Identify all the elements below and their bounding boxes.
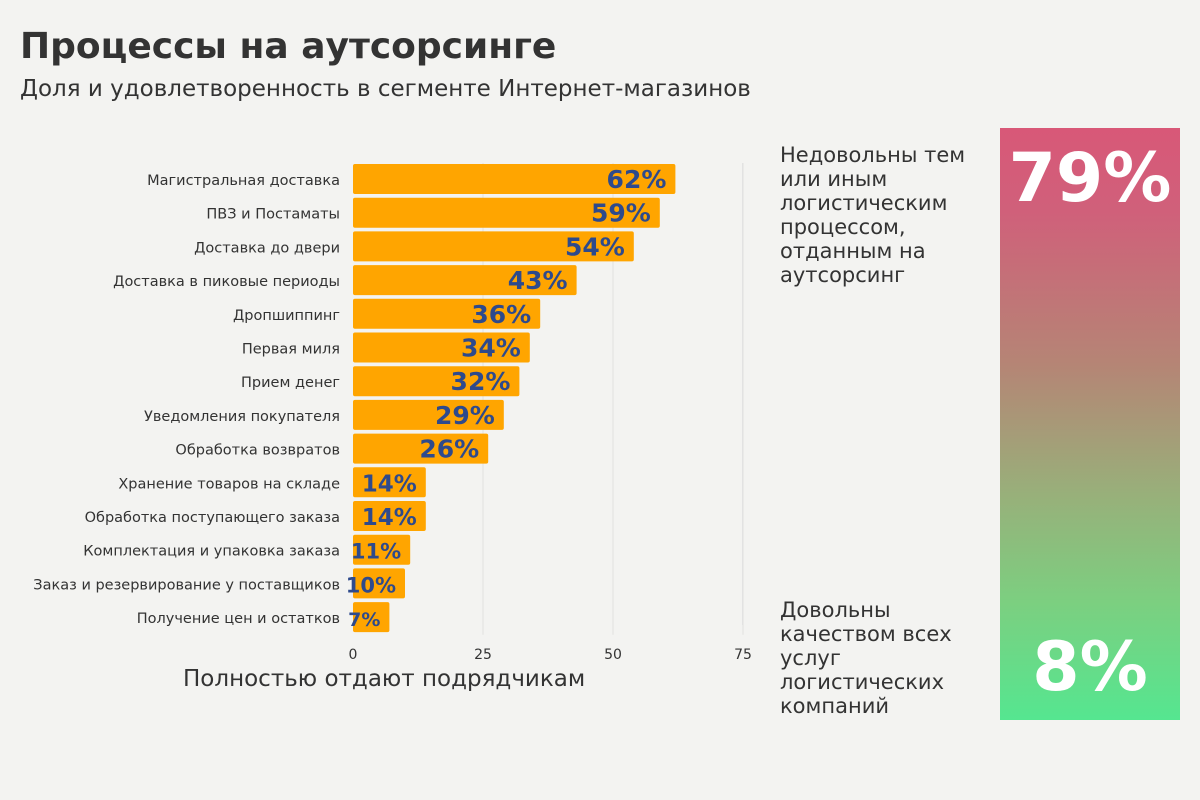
category-label: Хранение товаров на складе: [118, 476, 340, 492]
category-label: Обработка поступающего заказа: [85, 510, 340, 526]
value-label: 14%: [362, 505, 417, 531]
bar: [353, 433, 489, 464]
dissatisfied-value: 79%: [1008, 139, 1172, 218]
bar: [353, 501, 426, 531]
value-label: 11%: [351, 540, 401, 564]
bar: [353, 197, 660, 228]
value-label: 10%: [346, 573, 396, 597]
value-label: 59%: [591, 199, 651, 228]
chart-x-ticks: 0 25 50 75: [349, 647, 752, 663]
value-label: 7%: [348, 609, 380, 631]
satisfaction-gauge: 79% 8%: [1000, 128, 1180, 720]
dissatisfied-text: Недовольны тем или иным логистическим пр…: [780, 143, 966, 287]
category-label: Доставка до двери: [194, 240, 340, 256]
satisfied-text: Довольны качеством всех услуг логистичес…: [780, 598, 952, 718]
x-axis-label: Полностью отдают подрядчикам: [183, 666, 586, 692]
value-label: 29%: [435, 401, 495, 430]
value-label: 54%: [565, 232, 625, 261]
bar: [353, 164, 676, 194]
bar: [353, 298, 541, 329]
value-label: 14%: [362, 471, 417, 497]
category-label: Дропшиппинг: [233, 308, 340, 324]
chart-bars: Магистральная доставка 62% ПВЗ и Постаматы…: [33, 164, 676, 633]
value-label: 34%: [461, 334, 521, 363]
bar: [353, 265, 577, 296]
bar: [353, 534, 411, 565]
x-tick-label: 75: [734, 647, 752, 663]
category-label: Комплектация и упаковка заказа: [83, 544, 340, 560]
category-label: Доставка в пиковые периоды: [113, 274, 340, 290]
bar: [353, 467, 426, 498]
category-label: Прием денег: [241, 375, 340, 391]
value-label: 26%: [419, 435, 479, 464]
satisfied-value: 8%: [1032, 628, 1148, 707]
bar: [353, 332, 530, 363]
page-title: Процессы на аутсорсинге: [20, 26, 557, 67]
category-label: Заказ и резервирование у поставщиков: [33, 577, 340, 593]
bar-chart: Магистральная доставка 62% ПВЗ и Постаматы…: [33, 163, 752, 663]
category-label: Уведомления покупателя: [144, 409, 340, 425]
bar: [353, 399, 504, 430]
value-label: 36%: [471, 300, 531, 329]
x-tick-label: 25: [474, 647, 492, 663]
value-label: 32%: [451, 367, 511, 396]
bar: [353, 568, 405, 599]
category-label: Получение цен и остатков: [137, 611, 340, 627]
category-label: Первая миля: [242, 342, 340, 358]
category-label: ПВЗ и Постаматы: [206, 207, 340, 223]
value-label: 62%: [607, 165, 667, 194]
x-tick-label: 50: [604, 647, 622, 663]
page-subtitle: Доля и удовлетворенность в сегменте Инте…: [20, 76, 751, 102]
bar: [353, 366, 520, 397]
bar: [353, 231, 634, 262]
bar: [353, 602, 390, 633]
divider: [742, 163, 743, 625]
category-label: Обработка возвратов: [175, 443, 340, 459]
x-tick-label: 0: [349, 647, 358, 663]
category-label: Магистральная доставка: [147, 173, 340, 189]
value-label: 43%: [508, 266, 568, 295]
